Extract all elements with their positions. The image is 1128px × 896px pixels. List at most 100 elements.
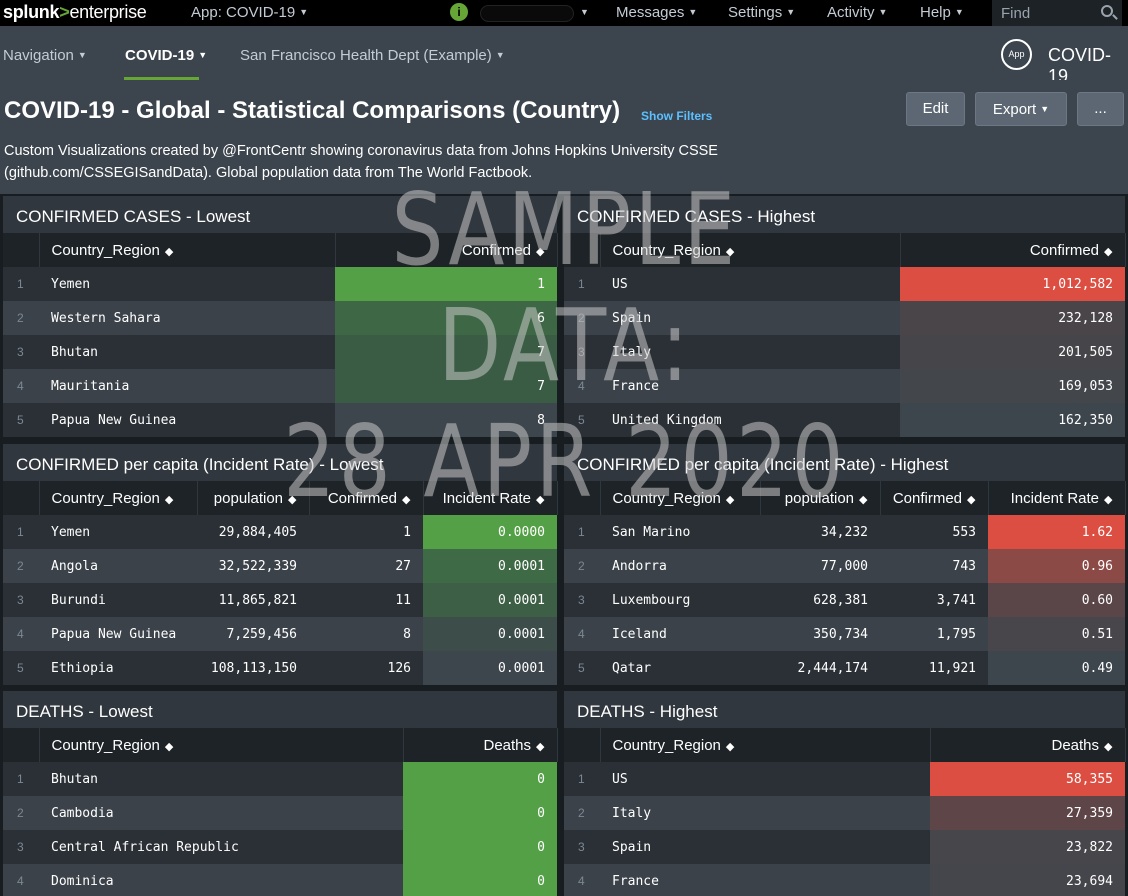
search-icon[interactable] (1101, 5, 1113, 17)
header-label: Country_Region (612, 241, 721, 259)
column-header-country[interactable]: Country_Region ◆ (39, 233, 336, 267)
table-row[interactable]: 2 Italy 27,359 (564, 796, 1125, 830)
app-menu[interactable]: App: COVID-19 ▼ (191, 4, 308, 21)
logo-gt-text: > (59, 2, 70, 22)
table-row[interactable]: 2 Cambodia 0 (3, 796, 557, 830)
table-row[interactable]: 4 France 169,053 (564, 369, 1125, 403)
cell-incident-rate: 0.49 (988, 651, 1125, 685)
header-label: Country_Region (51, 736, 160, 754)
table-row[interactable]: 3 Luxembourg 628,381 3,741 0.60 (564, 583, 1125, 617)
row-index: 2 (564, 301, 600, 335)
column-header-incident-rate[interactable]: Incident Rate ◆ (423, 481, 558, 515)
cell-country: Andorra (600, 549, 760, 583)
column-header-country[interactable]: Country_Region ◆ (600, 481, 761, 515)
column-header-deaths[interactable]: Deaths ◆ (403, 728, 558, 762)
row-index: 4 (3, 369, 39, 403)
chevron-down-icon: ▼ (77, 50, 87, 60)
column-header-confirmed[interactable]: Confirmed ◆ (309, 481, 424, 515)
table-row[interactable]: 4 Iceland 350,734 1,795 0.51 (564, 617, 1125, 651)
column-header-population[interactable]: population ◆ (197, 481, 310, 515)
sort-icon: ◆ (725, 740, 735, 753)
table-row[interactable]: 1 San Marino 34,232 553 1.62 (564, 515, 1125, 549)
messages-menu[interactable]: Messages ▼ (616, 4, 697, 21)
nav-sf-health-dept[interactable]: San Francisco Health Dept (Example) ▼ (240, 47, 505, 64)
activity-label: Activity (827, 4, 875, 21)
column-header-confirmed[interactable]: Confirmed ◆ (900, 233, 1126, 267)
column-header-confirmed[interactable]: Confirmed ◆ (335, 233, 558, 267)
table-row[interactable]: 3 Central African Republic 0 (3, 830, 557, 864)
cell-confirmed: 1 (335, 267, 557, 301)
row-index: 4 (564, 864, 600, 896)
cell-confirmed: 1 (309, 515, 423, 549)
row-index: 2 (564, 796, 600, 830)
panel-incident-rate-highest: CONFIRMED per capita (Incident Rate) - H… (564, 444, 1126, 685)
cell-country: Western Sahara (39, 301, 335, 335)
panel-title: CONFIRMED CASES - Lowest (16, 207, 251, 226)
redacted-user-menu[interactable] (481, 6, 573, 21)
table-row[interactable]: 2 Western Sahara 6 (3, 301, 557, 335)
panel-title: CONFIRMED per capita (Incident Rate) - H… (577, 455, 949, 474)
chevron-down-icon: ▼ (878, 7, 888, 17)
row-index: 2 (3, 301, 39, 335)
sort-icon: ◆ (164, 493, 174, 506)
export-button[interactable]: Export ▼ (975, 92, 1067, 126)
user-menu-caret[interactable]: ▼ (576, 4, 589, 21)
chevron-down-icon: ▼ (580, 7, 589, 17)
show-filters-link[interactable]: Show Filters (641, 109, 713, 123)
column-header-country[interactable]: Country_Region ◆ (600, 233, 901, 267)
column-header-country[interactable]: Country_Region ◆ (39, 728, 404, 762)
table-row[interactable]: 5 Papua New Guinea 8 (3, 403, 557, 437)
table-row[interactable]: 2 Spain 232,128 (564, 301, 1125, 335)
row-index: 2 (564, 549, 600, 583)
table-row[interactable]: 1 Yemen 1 (3, 267, 557, 301)
activity-menu[interactable]: Activity ▼ (827, 4, 887, 21)
splunk-logo[interactable]: splunk>enterprise (3, 2, 147, 23)
edit-button[interactable]: Edit (906, 92, 965, 126)
table-row[interactable]: 3 Spain 23,822 (564, 830, 1125, 864)
table-row[interactable]: 1 US 1,012,582 (564, 267, 1125, 301)
column-header-population[interactable]: population ◆ (760, 481, 881, 515)
cell-population: 29,884,405 (197, 515, 309, 549)
dashboard-description: Custom Visualizations created by @FrontC… (4, 140, 794, 184)
table-row[interactable]: 5 United Kingdom 162,350 (564, 403, 1125, 437)
table-row[interactable]: 4 Papua New Guinea 7,259,456 8 0.0001 (3, 617, 557, 651)
table-confirmed-highest: Country_Region ◆ Confirmed ◆ 1 US 1,012,582 … (564, 233, 1126, 437)
cell-population: 2,444,174 (760, 651, 880, 685)
nav-navigation[interactable]: Navigation ▼ (3, 47, 87, 64)
table-row[interactable]: 5 Qatar 2,444,174 11,921 0.49 (564, 651, 1125, 685)
column-header-confirmed[interactable]: Confirmed ◆ (880, 481, 989, 515)
table-row[interactable]: 1 US 58,355 (564, 762, 1125, 796)
cell-confirmed: 7 (335, 335, 557, 369)
row-index: 5 (3, 651, 39, 685)
panel-title: CONFIRMED per capita (Incident Rate) - L… (16, 455, 384, 474)
table-row[interactable]: 2 Angola 32,522,339 27 0.0001 (3, 549, 557, 583)
table-row[interactable]: 3 Italy 201,505 (564, 335, 1125, 369)
table-row[interactable]: 3 Bhutan 7 (3, 335, 557, 369)
row-index: 3 (564, 583, 600, 617)
table-row[interactable]: 1 Bhutan 0 (3, 762, 557, 796)
column-header-country[interactable]: Country_Region ◆ (39, 481, 198, 515)
help-menu[interactable]: Help ▼ (920, 4, 964, 21)
nav-covid-19[interactable]: COVID-19 ▼ (125, 47, 207, 64)
dashboard-header: COVID-19 - Global - Statistical Comparis… (0, 80, 1128, 194)
column-header-incident-rate[interactable]: Incident Rate ◆ (988, 481, 1126, 515)
table-row[interactable]: 1 Yemen 29,884,405 1 0.0000 (3, 515, 557, 549)
more-actions-button[interactable]: ... (1077, 92, 1124, 126)
find-input[interactable]: Find (992, 0, 1122, 26)
settings-menu[interactable]: Settings ▼ (728, 4, 795, 21)
cell-incident-rate: 0.0001 (423, 617, 557, 651)
table-row[interactable]: 2 Andorra 77,000 743 0.96 (564, 549, 1125, 583)
info-icon[interactable]: i (450, 3, 468, 21)
table-row[interactable]: 4 France 23,694 (564, 864, 1125, 896)
cell-country: Luxembourg (600, 583, 760, 617)
cell-deaths: 23,694 (930, 864, 1125, 896)
table-row[interactable]: 4 Dominica 0 (3, 864, 557, 896)
column-header-deaths[interactable]: Deaths ◆ (930, 728, 1126, 762)
column-header-country[interactable]: Country_Region ◆ (600, 728, 931, 762)
cell-country: France (600, 864, 930, 896)
row-index: 3 (3, 583, 39, 617)
table-row[interactable]: 3 Burundi 11,865,821 11 0.0001 (3, 583, 557, 617)
cell-country: San Marino (600, 515, 760, 549)
table-row[interactable]: 4 Mauritania 7 (3, 369, 557, 403)
table-row[interactable]: 5 Ethiopia 108,113,150 126 0.0001 (3, 651, 557, 685)
